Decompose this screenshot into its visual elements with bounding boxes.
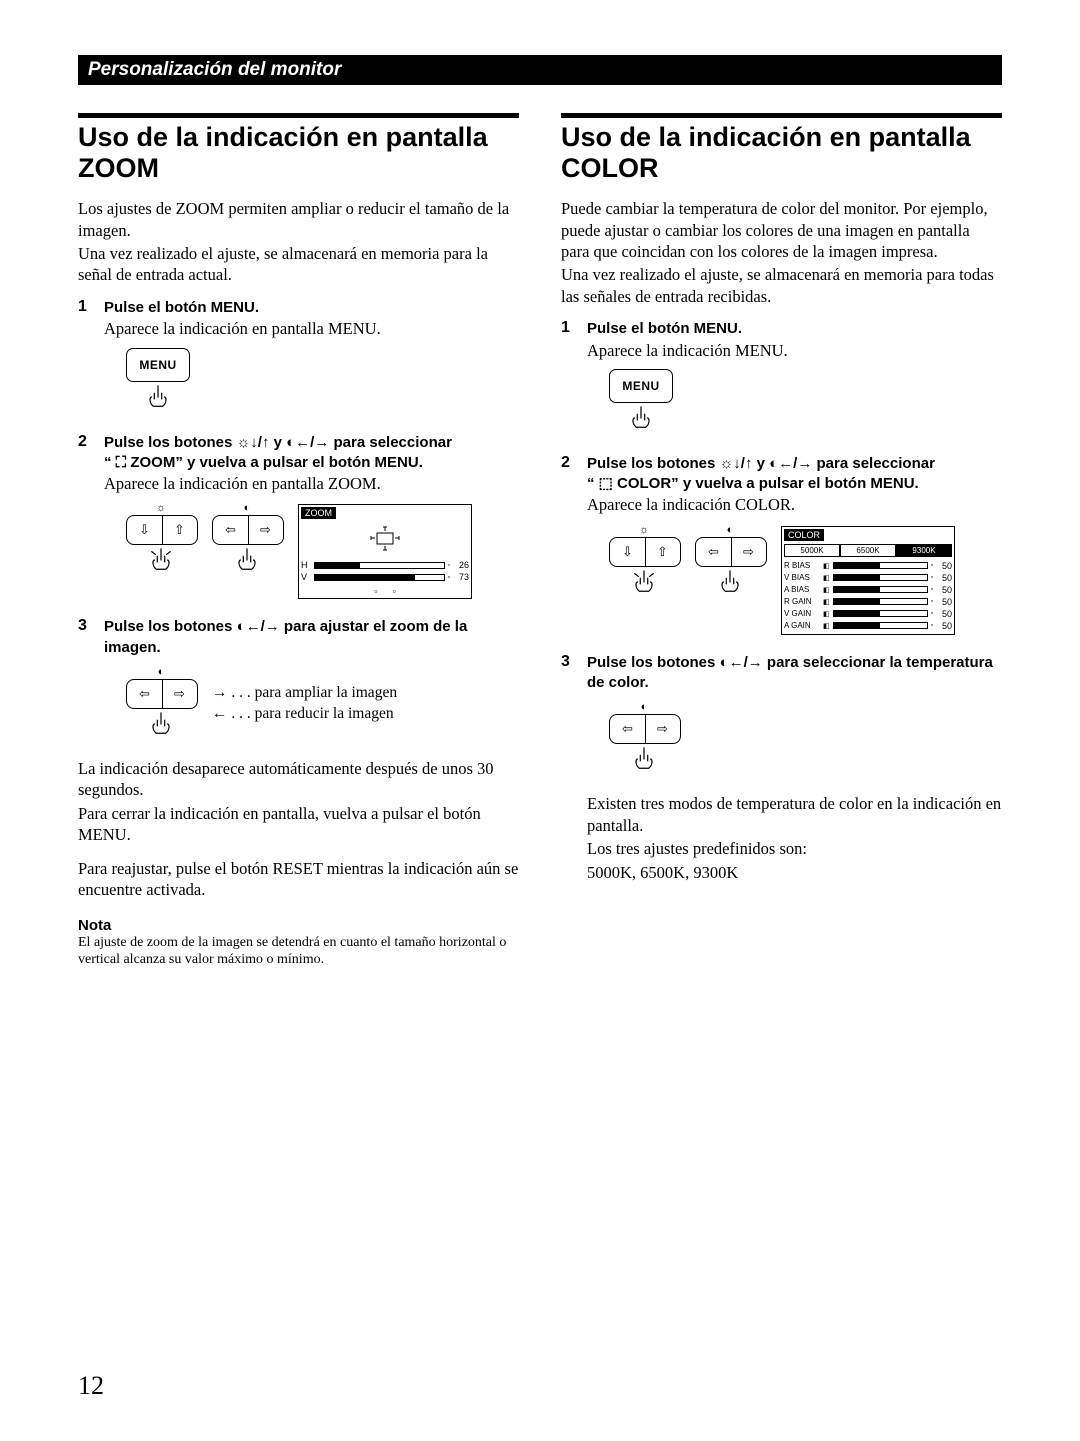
brightness-pad-illustration: ☼ ⇩⇧	[609, 524, 679, 600]
body-text: Los tres ajustes predefinidos son:	[587, 838, 1002, 859]
menu-label: MENU	[126, 348, 190, 382]
body-text: 5000K, 6500K, 9300K	[587, 862, 1002, 883]
hand-icon	[147, 547, 175, 573]
step-1: 1 Pulse el botón MENU. Aparece la indica…	[561, 319, 1002, 442]
osd-tab: 9300K	[896, 544, 952, 557]
heading-color: Uso de la indicación en pantalla COLOR	[561, 122, 1002, 184]
step-title: Pulse los botones ◐←/→ para ajustar el z…	[104, 617, 519, 658]
menu-button-illustration: MENU	[609, 369, 673, 436]
osd-row: A BIAS◧▫50	[784, 584, 952, 596]
page-number: 12	[78, 1371, 104, 1401]
title-rule	[561, 113, 1002, 118]
osd-row: V BIAS◧▫50	[784, 572, 952, 584]
heading-line1: Uso de la indicación en pantalla	[78, 122, 488, 152]
contrast-pad-illustration: ◐ ⇦⇨	[609, 701, 679, 777]
osd-row: V GAIN◧▫50	[784, 608, 952, 620]
step-text: Aparece la indicación COLOR.	[587, 494, 1002, 515]
osd-title: COLOR	[784, 529, 824, 541]
heading-line2: ZOOM	[78, 153, 159, 183]
contrast-pad-illustration: ◐ ⇦⇨	[212, 502, 282, 578]
menu-button-illustration: MENU	[126, 348, 190, 415]
hand-icon	[233, 547, 261, 573]
hand-icon	[630, 569, 658, 595]
intro-text: Puede cambiar la temperatura de color de…	[561, 198, 1002, 262]
step-text: Aparece la indicación en pantalla ZOOM.	[104, 473, 519, 494]
step-number: 3	[78, 617, 94, 748]
heading-line1: Uso de la indicación en pantalla	[561, 122, 971, 152]
heading-zoom: Uso de la indicación en pantalla ZOOM	[78, 122, 519, 184]
step-2: 2 Pulse los botones ☼↓/↑ y ◐←/→ para sel…	[78, 433, 519, 606]
step-title: Pulse el botón MENU.	[104, 298, 519, 318]
hand-icon	[627, 405, 655, 431]
step-2: 2 Pulse los botones ☼↓/↑ y ◐←/→ para sel…	[561, 454, 1002, 641]
osd-title: ZOOM	[301, 507, 336, 519]
osd-row: V▫73	[301, 571, 469, 583]
zoom-osd: ZOOM H▫26V▫73 ▫ ▫	[298, 504, 472, 599]
osd-row: R GAIN◧▫50	[784, 596, 952, 608]
section-header: Personalización del monitor	[78, 55, 1002, 85]
osd-row: A GAIN◧▫50	[784, 620, 952, 632]
body-text: Existen tres modos de temperatura de col…	[587, 793, 1002, 836]
osd-row: R BIAS◧▫50	[784, 560, 952, 572]
note-text: El ajuste de zoom de la imagen se detend…	[78, 934, 519, 969]
step-number: 1	[561, 319, 577, 442]
body-text: La indicación desaparece automáticamente…	[78, 758, 519, 801]
hand-icon	[144, 384, 172, 410]
heading-line2: COLOR	[561, 153, 659, 183]
step-number: 3	[561, 653, 577, 885]
hand-icon	[147, 711, 175, 737]
column-color: Uso de la indicación en pantalla COLOR P…	[561, 113, 1002, 969]
step-number: 2	[561, 454, 577, 641]
arrow-left-text: ← . . . para reducir la imagen	[212, 704, 397, 725]
step-1: 1 Pulse el botón MENU. Aparece la indica…	[78, 298, 519, 421]
step-number: 2	[78, 433, 94, 606]
menu-label: MENU	[609, 369, 673, 403]
osd-tab: 6500K	[840, 544, 896, 557]
note-heading: Nota	[78, 917, 519, 934]
arrow-right-text: → . . . para ampliar la imagen	[212, 683, 397, 704]
step-number: 1	[78, 298, 94, 421]
step-text: Aparece la indicación en pantalla MENU.	[104, 318, 519, 339]
hand-icon	[630, 746, 658, 772]
step-3: 3 Pulse los botones ◐←/→ para selecciona…	[561, 653, 1002, 885]
step-title: Pulse los botones ☼↓/↑ y ◐←/→ para selec…	[587, 454, 1002, 495]
step-text: Aparece la indicación MENU.	[587, 340, 1002, 361]
contrast-pad-illustration: ◐ ⇦⇨	[695, 524, 765, 600]
body-text: Para reajustar, pulse el botón RESET mie…	[78, 858, 519, 901]
step-title: Pulse los botones ☼↓/↑ y ◐←/→ para selec…	[104, 433, 519, 474]
intro-text: Una vez realizado el ajuste, se almacena…	[78, 243, 519, 286]
step-3: 3 Pulse los botones ◐←/→ para ajustar el…	[78, 617, 519, 748]
osd-row: H▫26	[301, 559, 469, 571]
step-title: Pulse el botón MENU.	[587, 319, 1002, 339]
zoom-icon	[368, 525, 402, 551]
intro-text: Una vez realizado el ajuste, se almacena…	[561, 264, 1002, 307]
body-text: Para cerrar la indicación en pantalla, v…	[78, 803, 519, 846]
column-zoom: Uso de la indicación en pantalla ZOOM Lo…	[78, 113, 519, 969]
title-rule	[78, 113, 519, 118]
brightness-pad-illustration: ☼ ⇩⇧	[126, 502, 196, 578]
contrast-pad-illustration: ◐ ⇦⇨	[126, 666, 196, 742]
osd-tab: 5000K	[784, 544, 840, 557]
intro-text: Los ajustes de ZOOM permiten ampliar o r…	[78, 198, 519, 241]
step-title: Pulse los botones ◐←/→ para seleccionar …	[587, 653, 1002, 694]
hand-icon	[716, 569, 744, 595]
color-osd: COLOR 5000K6500K9300K R BIAS◧▫50V BIAS◧▫…	[781, 526, 955, 635]
